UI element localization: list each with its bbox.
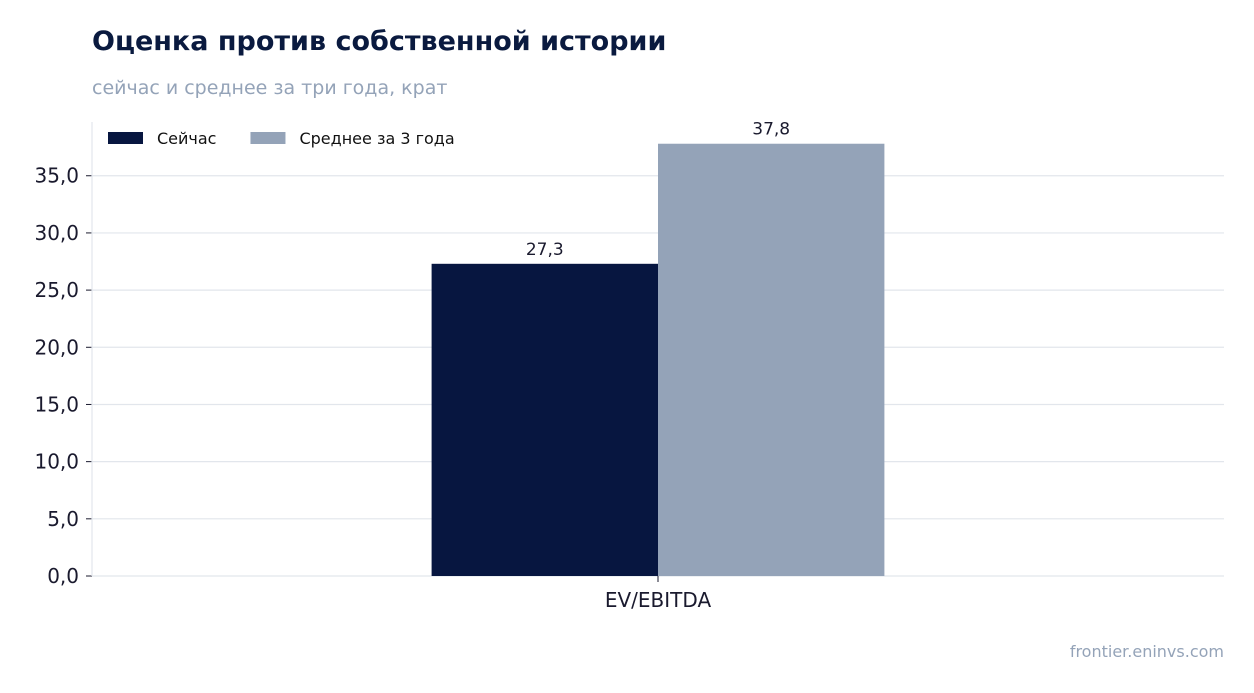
bar	[658, 143, 885, 576]
y-tick-label: 25,0	[34, 278, 79, 302]
y-tick-label: 10,0	[34, 450, 79, 474]
legend: Сейчас Среднее за 3 года	[108, 129, 455, 148]
y-tick-label: 35,0	[34, 164, 79, 188]
bar-value-label: 37,8	[752, 120, 790, 140]
source-note: frontier.eninvs.com	[1069, 642, 1224, 661]
y-tick-label: 30,0	[34, 221, 79, 245]
legend-swatch	[108, 132, 143, 144]
legend-label: Среднее за 3 года	[299, 129, 454, 148]
chart-title: Оценка против собственной истории	[92, 26, 667, 57]
bars	[431, 143, 885, 576]
y-tick-label: 15,0	[34, 392, 79, 416]
bar-value-label: 27,3	[526, 240, 564, 260]
bar	[431, 263, 658, 576]
value-labels: 27,3 37,8	[526, 120, 790, 260]
x-tick-label: EV/EBITDA	[605, 588, 712, 612]
chart-subtitle: сейчас и среднее за три года, крат	[92, 77, 448, 99]
y-tick-label: 0,0	[47, 564, 79, 588]
y-tick-label: 20,0	[34, 335, 79, 359]
y-tick-label: 5,0	[47, 507, 79, 531]
legend-label: Сейчас	[157, 129, 216, 148]
axes: 0,0 5,0 10,0 15,0 20,0 25,0 30,0 35,0 EV/EBITDA	[34, 122, 711, 612]
legend-swatch	[250, 132, 286, 144]
